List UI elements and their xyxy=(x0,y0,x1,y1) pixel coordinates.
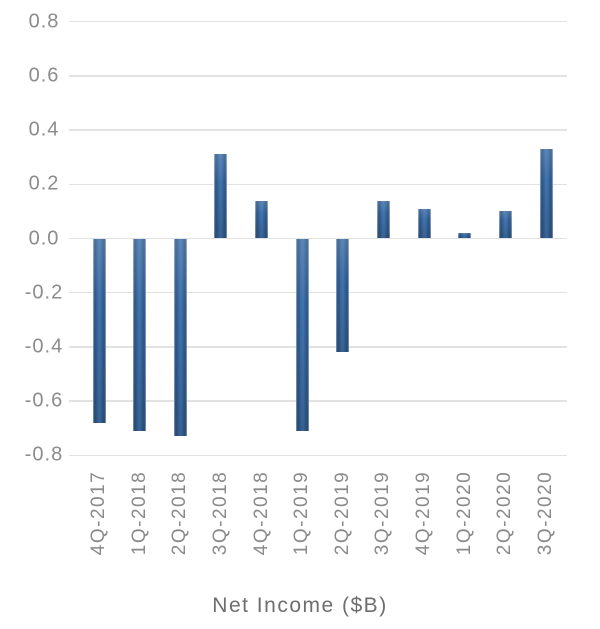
gridline-y--0.4 xyxy=(69,346,567,348)
x-axis-category-label: 1Q-2019 xyxy=(291,470,313,555)
y-axis-tick-label: 0.6 xyxy=(28,64,60,87)
y-axis-tick-label: -0.6 xyxy=(24,389,64,412)
gridline-y--0.8 xyxy=(69,454,567,457)
bar-2Q-2019 xyxy=(336,238,350,353)
chart-title: Net Income ($B) xyxy=(212,594,388,617)
y-axis-tick-label: -0.4 xyxy=(24,335,64,358)
bar-2Q-2018 xyxy=(173,238,187,437)
gridline-y-0.4 xyxy=(69,129,567,131)
x-axis-category-label: 3Q-2018 xyxy=(209,470,231,555)
bar-4Q-2019 xyxy=(417,208,431,239)
bar-4Q-2017 xyxy=(92,238,106,423)
y-axis-tick-label: 0.8 xyxy=(28,10,60,33)
gridline-y-0.6 xyxy=(69,75,567,77)
x-axis-category-label: 3Q-2020 xyxy=(535,470,557,555)
gridline-y--0.2 xyxy=(69,291,567,294)
x-axis-category-label: 4Q-2018 xyxy=(250,470,272,555)
x-axis-category-label: 1Q-2020 xyxy=(453,470,475,555)
y-axis-tick-label: 0.2 xyxy=(28,172,60,195)
gridline-y--0.6 xyxy=(69,400,567,402)
gridline-y-0.8 xyxy=(69,20,567,23)
bar-3Q-2019 xyxy=(376,200,390,239)
x-axis-category-label: 1Q-2018 xyxy=(128,470,150,555)
y-axis-tick-label: 0.0 xyxy=(28,227,60,249)
bar-2Q-2020 xyxy=(498,211,512,239)
gridline-y-0.0 xyxy=(69,237,567,240)
y-axis-tick-label: 0.4 xyxy=(28,118,60,141)
y-axis-tick-label: -0.2 xyxy=(24,281,64,304)
bar-3Q-2018 xyxy=(214,154,228,239)
bar-3Q-2020 xyxy=(539,149,553,239)
bar-1Q-2019 xyxy=(295,238,309,431)
x-axis-category-label: 2Q-2020 xyxy=(494,470,516,555)
x-axis-category-label: 3Q-2019 xyxy=(372,470,394,555)
bar-1Q-2018 xyxy=(133,238,147,431)
gridline-y-0.2 xyxy=(69,183,567,186)
bar-4Q-2018 xyxy=(255,200,269,239)
y-axis-tick-label: -0.8 xyxy=(24,443,64,466)
x-axis-category-label: 4Q-2017 xyxy=(88,470,109,555)
x-axis-category-label: 2Q-2018 xyxy=(169,470,191,555)
x-axis-category-label: 2Q-2019 xyxy=(331,470,353,555)
bar-1Q-2020 xyxy=(458,233,472,239)
x-axis-category-label: 4Q-2019 xyxy=(413,470,435,555)
